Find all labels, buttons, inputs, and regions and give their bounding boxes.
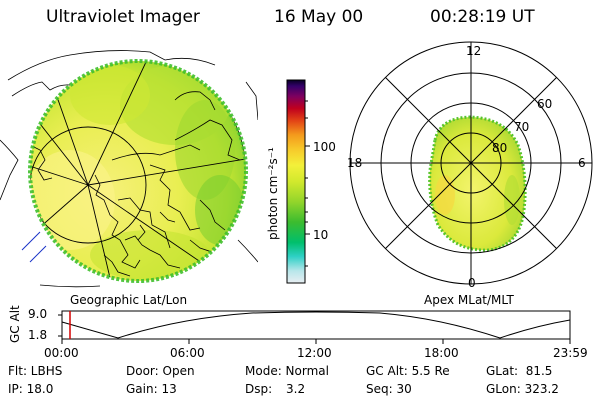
mlat-80-label: 80 — [492, 141, 508, 155]
xtick-1800: 18:00 — [424, 346, 459, 360]
polar-caption: Apex MLat/MLT — [424, 293, 514, 307]
geographic-map — [0, 50, 258, 288]
xtick-1200: 12:00 — [297, 346, 332, 360]
door-status: Door: Open — [126, 364, 195, 378]
dsp-value: 3.2 — [286, 382, 306, 396]
dsp-label: Dsp: — [245, 382, 273, 396]
instrument-title: Ultraviolet Imager — [46, 7, 200, 27]
altitude-curve — [61, 311, 571, 339]
altitude-ylabel: GC Alt — [8, 305, 22, 343]
mlt-18-label: 18 — [347, 156, 363, 170]
image-disk — [28, 59, 248, 283]
mlt-6-label: 6 — [578, 156, 586, 170]
mlat-70-label: 70 — [514, 120, 530, 134]
auroral-oval — [428, 115, 527, 252]
gain-status: Gain: 13 — [126, 382, 177, 396]
xtick-0600: 06:00 — [170, 346, 205, 360]
time-label: 00:28:19 UT — [430, 7, 535, 27]
xtick-2359: 23:59 — [553, 346, 588, 360]
colorbar-unit-label: photon cm⁻²s⁻¹ — [266, 147, 280, 240]
mlat-60-label: 60 — [537, 97, 553, 111]
mlt-0-label: 0 — [468, 276, 476, 290]
geographic-caption: Geographic Lat/Lon — [70, 293, 188, 307]
polar-grid — [350, 42, 592, 284]
blue-track — [21, 231, 47, 263]
filter-status: Flt: LBHS — [8, 364, 63, 378]
polar-plot — [349, 41, 593, 285]
coastlines — [30, 89, 241, 277]
colorbar-tick-100: 100 — [313, 140, 336, 154]
mlt-12-label: 12 — [466, 44, 482, 58]
altitude-ybottom: 1.8 — [28, 328, 48, 342]
altitude-panel — [58, 310, 571, 344]
seq-status: Seq: 30 — [366, 382, 412, 396]
x-ticks — [58, 314, 571, 344]
altitude-ytop: 9.0 — [28, 307, 48, 321]
xtick-0000: 00:00 — [44, 346, 79, 360]
ip-status: IP: 18.0 — [8, 382, 54, 396]
glat-status: GLat: 81.5 — [486, 364, 553, 378]
colorbar — [286, 79, 310, 284]
gc-alt-status: GC Alt: 5.5 Re — [366, 364, 450, 378]
date-label: 16 May 00 — [274, 7, 364, 27]
colorbar-tick-10: 10 — [313, 228, 329, 242]
glon-status: GLon: 323.2 — [486, 382, 559, 396]
mode-status: Mode: Normal — [245, 364, 329, 378]
outer-coastlines — [0, 50, 258, 288]
